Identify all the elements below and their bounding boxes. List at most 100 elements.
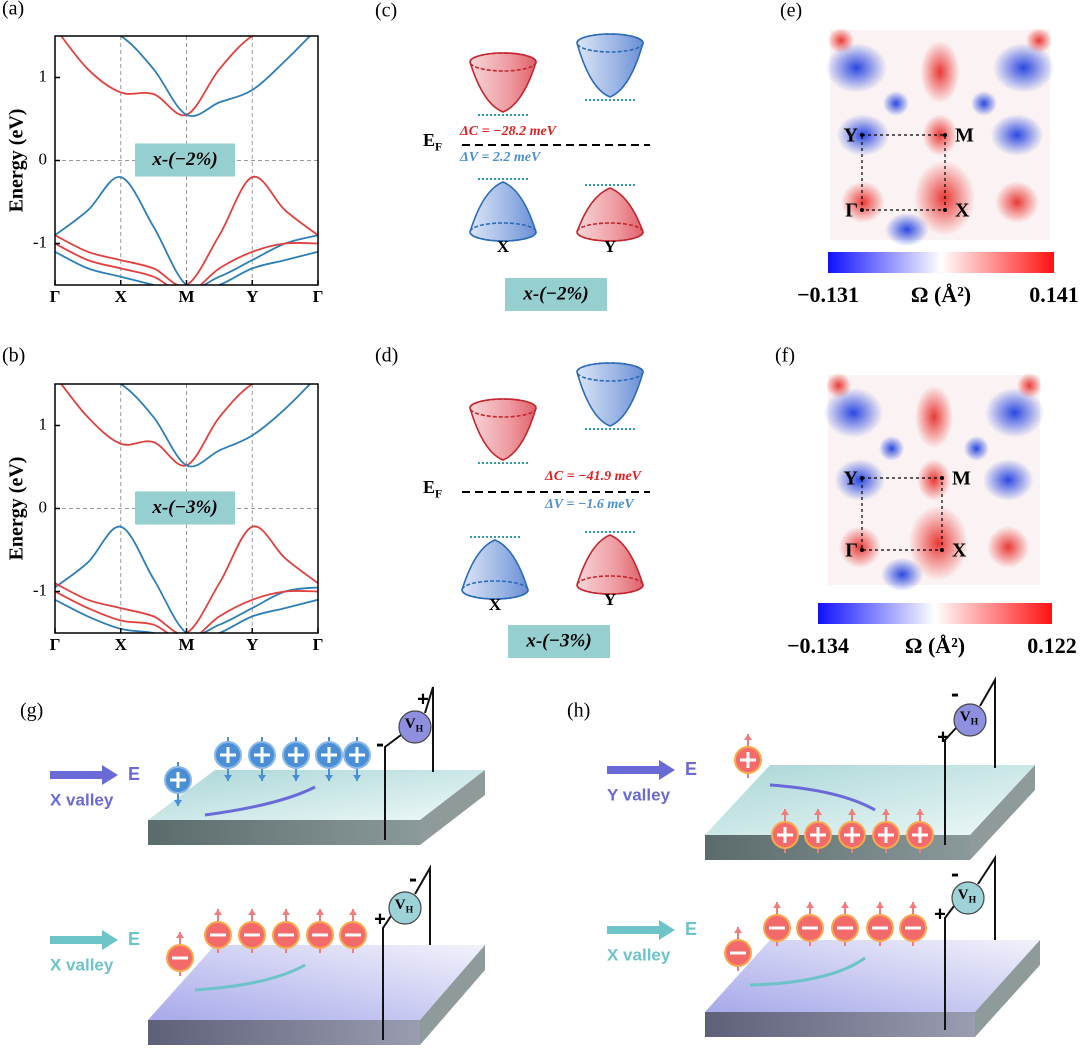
valley-label: Y valley — [607, 785, 671, 804]
spin-arrow-head — [174, 800, 182, 806]
band-line — [55, 241, 318, 285]
valley-label: X — [489, 595, 502, 614]
voltmeter-label-sub: H — [416, 724, 424, 735]
band-line — [55, 598, 318, 633]
panel-label: (f) — [775, 345, 795, 367]
curvature-blob — [920, 40, 960, 104]
annotation: x-(−2%) — [522, 283, 588, 304]
colorbar — [818, 603, 1052, 624]
field-label: E — [685, 919, 697, 939]
carrier-path — [204, 785, 316, 817]
curvature-blob — [992, 42, 1055, 93]
field-arrow — [50, 765, 118, 785]
slab-side — [970, 765, 1035, 860]
voltmeter — [951, 881, 985, 915]
valley-cone — [469, 398, 537, 461]
spin-arrow-head — [916, 809, 924, 815]
valley-cone — [469, 52, 537, 113]
panel-label: (d) — [375, 345, 398, 367]
valley-rim — [576, 33, 644, 53]
k-point — [940, 476, 944, 480]
polarity: + — [374, 908, 386, 930]
curvature-blob — [1025, 27, 1053, 54]
curvature-blob — [908, 505, 968, 581]
y-tick-label: -1 — [33, 580, 47, 599]
polarity: - — [951, 860, 959, 887]
curvature-blob — [984, 387, 1045, 438]
curvature-blob — [885, 212, 929, 247]
x-tick-label: Γ — [50, 635, 61, 654]
k-point-label: X — [952, 540, 967, 562]
valley-cone — [576, 33, 644, 98]
valley-label: Y — [604, 590, 616, 609]
polarity: - — [951, 680, 959, 707]
band-line — [118, 36, 312, 117]
valley-rim — [461, 580, 529, 600]
x-tick-label: Γ — [313, 287, 324, 306]
delta-c: ΔC = −41.9 meV — [544, 469, 643, 484]
y-tick-label: 1 — [39, 414, 48, 433]
valley-rim — [576, 222, 644, 242]
voltmeter-label-sub: H — [969, 895, 977, 906]
lead — [979, 676, 996, 768]
k-point-label: Γ — [845, 540, 858, 562]
annotation: x-(−3%) — [525, 630, 591, 651]
slab-side — [420, 945, 485, 1045]
curvature-blob — [838, 526, 881, 569]
carrier-path — [194, 963, 306, 992]
carrier-path — [749, 956, 866, 987]
k-point — [943, 208, 947, 212]
voltmeter-label-main: V — [405, 716, 416, 732]
annotation: x-(−3%) — [151, 497, 217, 518]
spin-arrow-head — [176, 932, 184, 938]
voltmeter-label: VH — [395, 897, 414, 915]
band-line — [55, 250, 318, 285]
field-label: E — [685, 759, 697, 779]
spin-arrow-head — [814, 809, 822, 815]
k-point — [860, 476, 864, 480]
x-tick-label: Y — [246, 287, 258, 306]
voltmeter-label-sub: H — [971, 717, 979, 728]
curvature-blob — [987, 526, 1030, 569]
spin-arrow-head — [292, 775, 300, 781]
spin-arrow-head — [325, 775, 333, 781]
x-tick-label: X — [115, 635, 128, 654]
k-point-label: M — [952, 468, 971, 490]
k-point — [860, 133, 864, 137]
annotation-box — [505, 278, 607, 311]
curvature-blob — [881, 557, 924, 592]
k-point-label: X — [955, 200, 970, 222]
valley-rim — [576, 362, 644, 382]
slab-side — [420, 770, 485, 845]
valley-cone — [469, 181, 537, 242]
spin-arrow-head — [258, 775, 266, 781]
lead — [424, 686, 434, 772]
colorbar-title: Ω (Å²) — [911, 282, 971, 307]
fermi-label-sub: F — [435, 487, 442, 500]
lead — [384, 734, 402, 840]
valley-cone — [461, 539, 529, 600]
polarity: - — [376, 730, 384, 757]
valley-cone — [576, 362, 644, 427]
curvature-blob — [963, 435, 990, 462]
spin-arrow-head — [282, 909, 290, 915]
curvature-blob — [841, 181, 885, 224]
field-arrow — [607, 760, 675, 780]
x-tick-label: M — [178, 287, 194, 306]
k-point — [943, 133, 947, 137]
voltmeter-label: VH — [958, 887, 977, 905]
y-tick-label: -1 — [33, 232, 47, 251]
fermi-label-main: E — [423, 477, 435, 497]
spin-arrow-head — [214, 909, 222, 915]
y-tick-label: 0 — [39, 149, 48, 168]
colorbar-max: 0.141 — [1029, 282, 1079, 307]
colorbar-min: −0.131 — [797, 282, 859, 307]
delta-v: ΔV = 2.2 meV — [459, 150, 542, 165]
x-tick-label: Y — [246, 635, 258, 654]
curvature-blob — [882, 90, 910, 117]
x-tick-label: X — [115, 287, 128, 306]
curvature-blob — [827, 27, 855, 54]
curvature-blob — [834, 459, 886, 501]
curvature-blob — [995, 181, 1039, 224]
